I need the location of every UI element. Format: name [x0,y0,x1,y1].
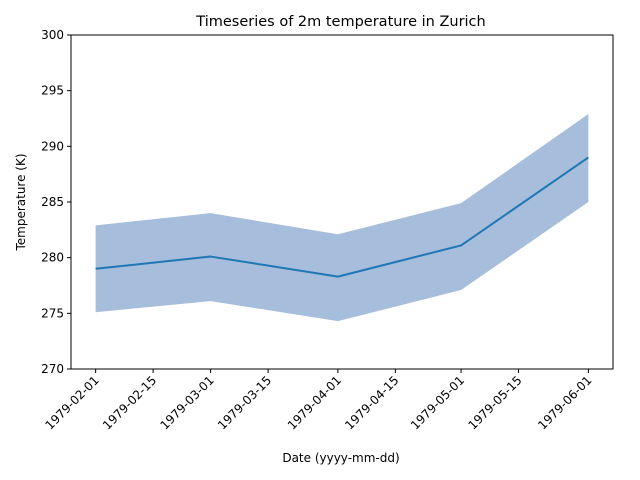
y-tick-label: 290 [41,139,64,153]
x-tick-label: 1979-03-15 [215,373,274,432]
x-tick-label: 1979-02-01 [43,373,102,432]
x-tick-label: 1979-04-15 [342,373,401,432]
plot-area [70,34,614,370]
confidence-band [95,114,589,322]
y-axis: 270 275 280 285 290 295 300 [41,28,71,376]
x-tick-label: 1979-03-01 [158,373,217,432]
y-tick-label: 280 [41,251,64,265]
x-tick-label: 1979-02-15 [100,373,159,432]
x-axis-label: Date (yyyy-mm-dd) [282,451,399,465]
y-tick-label: 300 [41,28,64,42]
x-tick-label: 1979-06-01 [535,373,594,432]
chart-title: Timeseries of 2m temperature in Zurich [195,14,485,30]
x-tick-label: 1979-05-01 [408,373,467,432]
y-tick-label: 295 [41,84,64,98]
y-tick-label: 270 [41,362,64,376]
y-axis-label: Temperature (K) [14,153,28,251]
x-tick-label: 1979-05-15 [465,373,524,432]
x-tick-label: 1979-04-01 [285,373,344,432]
y-tick-label: 275 [41,306,64,320]
y-tick-label: 285 [41,195,64,209]
x-axis: 1979-02-011979-02-151979-03-011979-03-15… [43,369,594,432]
